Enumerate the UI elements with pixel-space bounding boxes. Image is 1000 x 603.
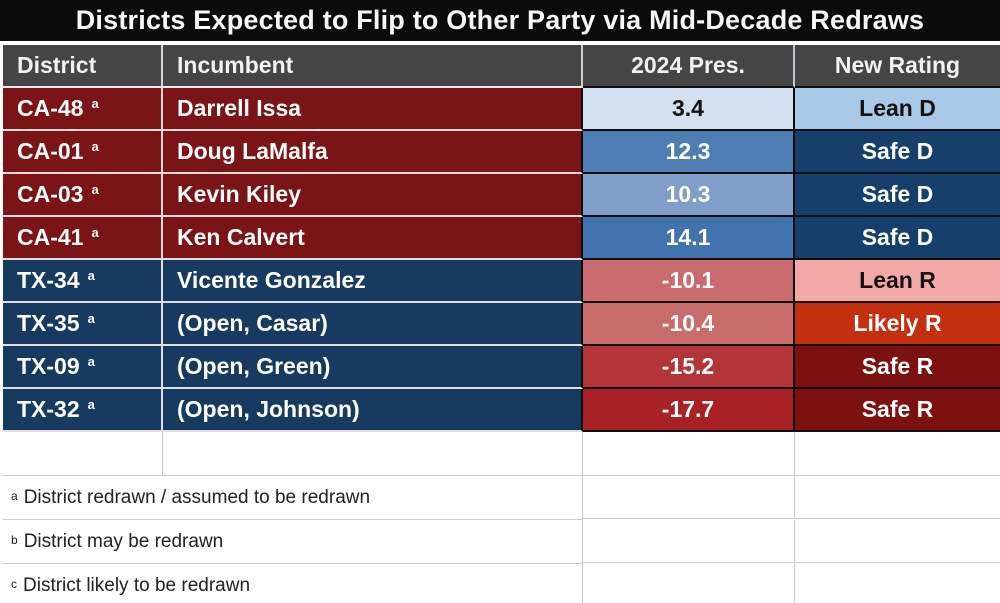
districts-table: District Incumbent 2024 Pres. New Rating… — [0, 45, 1000, 432]
district-cell: TX-35 a — [3, 303, 163, 346]
district-label: TX-32 — [17, 396, 80, 422]
district-label: CA-03 — [17, 181, 84, 207]
district-cell: TX-32 a — [3, 389, 163, 432]
rating-cell: Safe R — [795, 346, 1000, 389]
footnote-row: b District may be redrawn — [3, 520, 583, 564]
footnote-text: District redrawn / assumed to be redrawn — [23, 486, 371, 508]
district-label: TX-35 — [17, 310, 80, 336]
footnote-text: District may be redrawn — [23, 530, 224, 552]
incumbent-cell: Darrell Issa — [163, 88, 583, 131]
column-header-2024-pres: 2024 Pres. — [583, 45, 795, 88]
district-cell: CA-41 a — [3, 217, 163, 260]
pres-margin-cell: -10.1 — [583, 260, 795, 303]
title-divider — [0, 41, 1000, 45]
empty-cell — [583, 564, 795, 603]
pres-margin-cell: 14.1 — [583, 217, 795, 260]
rating-cell: Safe R — [795, 389, 1000, 432]
rating-cell: Lean D — [795, 88, 1000, 131]
pres-margin-cell: -10.4 — [583, 303, 795, 346]
empty-cell — [795, 476, 1000, 519]
empty-cell — [795, 432, 1000, 476]
empty-cell — [163, 432, 583, 476]
rating-cell: Likely R — [795, 303, 1000, 346]
district-cell: TX-09 a — [3, 346, 163, 389]
incumbent-cell: (Open, Green) — [163, 346, 583, 389]
district-cell: CA-03 a — [3, 174, 163, 217]
rating-cell: Safe D — [795, 217, 1000, 260]
empty-cell — [795, 520, 1000, 563]
district-label: CA-48 — [17, 95, 84, 121]
pres-margin-cell: -17.7 — [583, 389, 795, 432]
district-label: TX-34 — [17, 267, 80, 293]
empty-cell — [583, 432, 795, 476]
district-cell: TX-34 a — [3, 260, 163, 303]
pres-margin-cell: 10.3 — [583, 174, 795, 217]
incumbent-cell: (Open, Johnson) — [163, 389, 583, 432]
district-cell: CA-48 a — [3, 88, 163, 131]
footnote-marker: a — [11, 488, 18, 503]
district-label: CA-41 — [17, 224, 84, 250]
empty-cell — [583, 520, 795, 563]
incumbent-cell: (Open, Casar) — [163, 303, 583, 346]
incumbent-cell: Doug LaMalfa — [163, 131, 583, 174]
column-header-district: District — [3, 45, 163, 88]
footnote-text: District likely to be redrawn — [23, 574, 251, 596]
table-title-bar: Districts Expected to Flip to Other Part… — [0, 0, 1000, 41]
table-title: Districts Expected to Flip to Other Part… — [75, 5, 925, 35]
footnotes-area: a District redrawn / assumed to be redraw… — [0, 432, 1000, 603]
rating-cell: Safe D — [795, 131, 1000, 174]
incumbent-cell: Vicente Gonzalez — [163, 260, 583, 303]
rating-cell: Safe D — [795, 174, 1000, 217]
pres-margin-cell: -15.2 — [583, 346, 795, 389]
column-header-new-rating: New Rating — [795, 45, 1000, 88]
rating-cell: Lean R — [795, 260, 1000, 303]
footnote-marker: c — [11, 576, 17, 591]
column-header-incumbent: Incumbent — [163, 45, 583, 88]
footnote-marker: b — [11, 532, 18, 547]
incumbent-cell: Kevin Kiley — [163, 174, 583, 217]
incumbent-cell: Ken Calvert — [163, 217, 583, 260]
district-label: TX-09 — [17, 353, 80, 379]
empty-cell — [795, 564, 1000, 603]
footnote-row: c District likely to be redrawn — [3, 564, 583, 603]
pres-margin-cell: 12.3 — [583, 131, 795, 174]
district-cell: CA-01 a — [3, 131, 163, 174]
footnote-row: a District redrawn / assumed to be redraw… — [3, 476, 583, 520]
pres-margin-cell: 3.4 — [583, 88, 795, 131]
district-label: CA-01 — [17, 138, 84, 164]
empty-cell — [583, 476, 795, 519]
empty-cell — [3, 432, 163, 476]
